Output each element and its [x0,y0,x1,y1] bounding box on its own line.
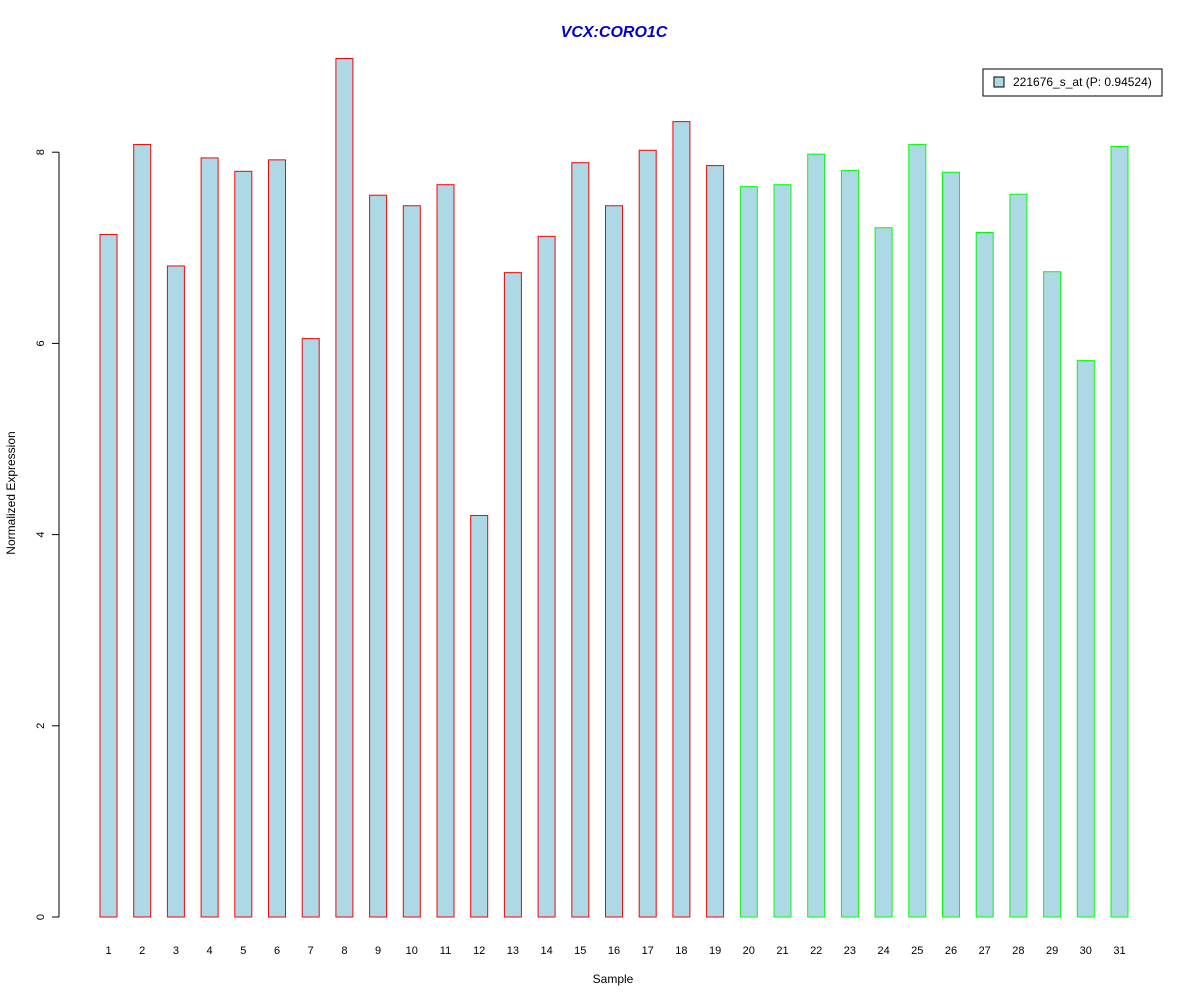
bar-sample-24 [874,227,893,918]
x-axis-label: Sample [593,972,634,986]
bar-sample-26 [942,171,960,918]
bars [99,58,1129,918]
bar-sample-4 [200,157,219,918]
bar-sample-2 [133,144,152,918]
x-tick-label: 23 [844,945,856,957]
bar-sample-27 [975,232,994,918]
x-tick-label: 31 [1113,945,1125,957]
x-tick-label: 28 [1012,945,1024,957]
x-tick-label: 14 [540,945,552,957]
x-tick-label: 8 [341,945,347,957]
x-tick-labels: 1 2 3 4 5 6 7 8 9 10 11 12 13 14 15 16 17 18 19 20 21 22 23 24 2… [105,945,1125,957]
x-tick-label: 24 [877,945,889,957]
bar-sample-1 [99,233,118,918]
x-tick-label: 27 [979,945,991,957]
x-tick-label: 7 [308,945,314,957]
legend: 221676_s_at (P: 0.94524) [982,68,1163,97]
bar-sample-10 [402,205,421,918]
y-axis: 0 2 4 6 8 [35,149,60,920]
bar-sample-11 [436,184,455,918]
bar-sample-5 [234,170,253,918]
bar-sample-7 [301,338,320,918]
bar-sample-12 [470,514,489,918]
x-tick-label: 22 [810,945,822,957]
bar-sample-22 [807,153,826,918]
x-tick-label: 9 [375,945,381,957]
y-axis-label: Normalized Expression [4,431,18,554]
legend-series-name: 221676_s_at (P: 0.94524) [1013,75,1152,89]
x-tick-label: 13 [507,945,519,957]
x-tick-label: 1 [105,945,111,957]
bar-sample-21 [773,184,792,918]
bar-sample-19 [706,165,725,918]
y-tick-label: 8 [35,149,47,155]
legend-swatch [993,76,1005,88]
x-tick-label: 6 [274,945,280,957]
x-tick-label: 3 [173,945,179,957]
bar-sample-31 [1110,145,1129,918]
x-tick-label: 25 [911,945,923,957]
x-tick-label: 5 [240,945,246,957]
bar-sample-13 [503,272,522,918]
x-tick-label: 15 [574,945,586,957]
bar-sample-3 [166,265,185,918]
bar-sample-29 [1043,271,1062,918]
y-tick-label: 4 [35,532,47,538]
bar-sample-20 [739,186,758,918]
x-tick-label: 21 [776,945,788,957]
bar-sample-8 [335,58,354,918]
x-tick-label: 16 [608,945,620,957]
x-tick-label: 11 [440,945,451,957]
x-tick-label: 17 [642,945,654,957]
bar-sample-6 [268,159,286,918]
bar-sample-14 [537,235,556,918]
bar-sample-18 [672,121,691,918]
x-tick-label: 29 [1046,945,1058,957]
x-tick-label: 20 [743,945,755,957]
bar-sample-15 [571,162,590,918]
legend-box [982,68,1163,97]
chart-title: VCX:CORO1C [561,24,668,41]
bar-sample-17 [638,149,657,918]
bar-sample-23 [840,169,859,918]
y-tick-label: 2 [35,723,47,729]
bar-sample-16 [605,205,623,918]
bar-sample-30 [1076,360,1095,918]
y-tick-label: 6 [35,340,47,346]
bar-sample-25 [908,144,927,918]
x-tick-label: 10 [406,945,418,957]
x-tick-label: 19 [709,945,721,957]
y-tick-label: 0 [35,914,47,920]
x-tick-label: 4 [207,945,213,957]
bar-sample-9 [369,194,388,918]
x-tick-label: 26 [945,945,957,957]
x-tick-label: 30 [1080,945,1092,957]
x-tick-label: 2 [139,945,145,957]
bar-sample-28 [1009,193,1028,918]
x-tick-label: 18 [675,945,687,957]
x-tick-label: 12 [473,945,485,957]
